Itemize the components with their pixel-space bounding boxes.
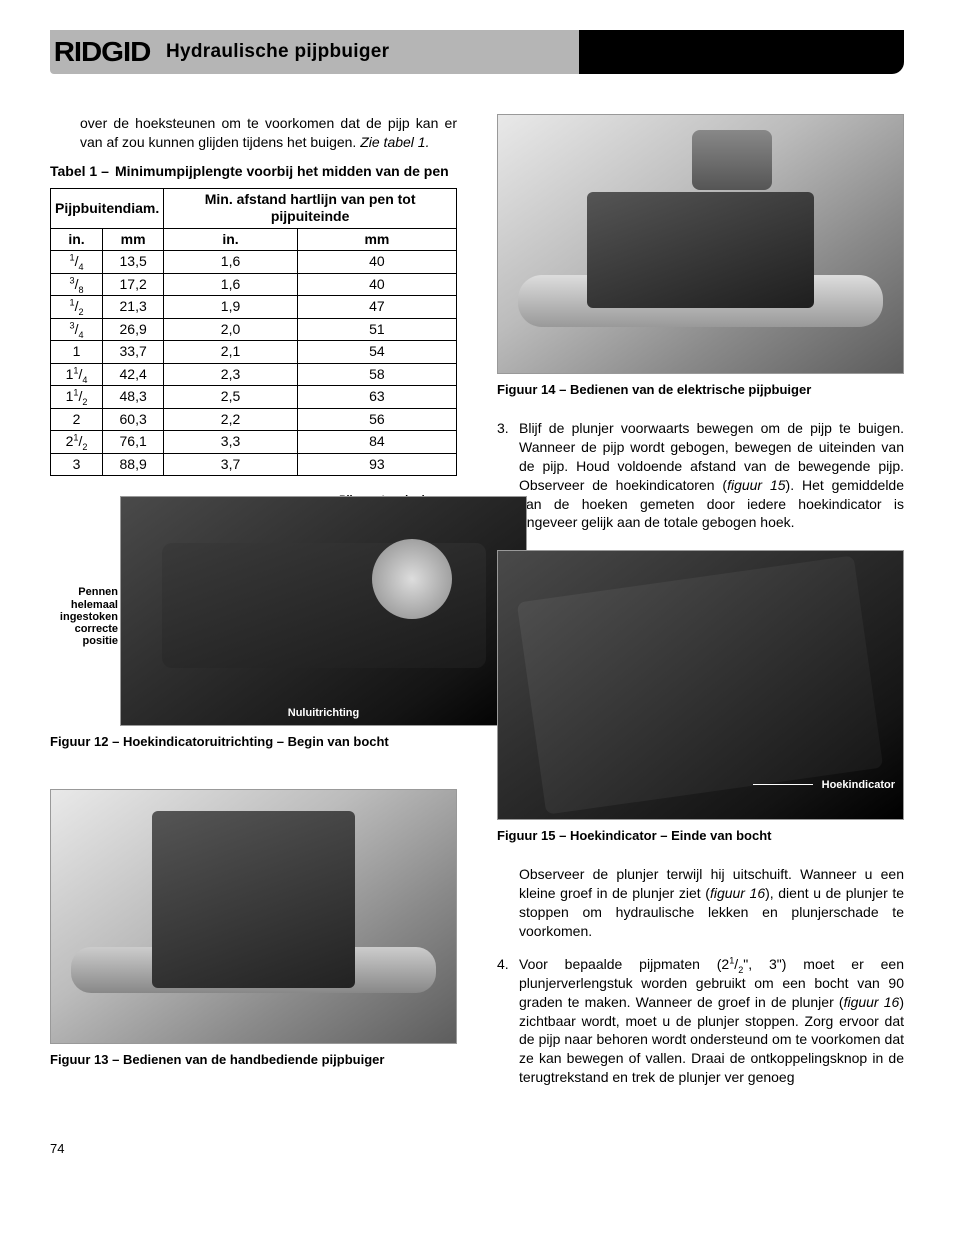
cell-in: 1/2 bbox=[51, 296, 103, 319]
figure-13: Figuur 13 – Bedienen van de handbediende… bbox=[50, 789, 457, 1067]
cell-in2: 3,3 bbox=[164, 431, 298, 454]
cell-in: 2 bbox=[51, 408, 103, 431]
table1-hdr-dist: Min. afstand hartlijn van pen tot pijpui… bbox=[164, 188, 457, 228]
table1-subhdr-3: mm bbox=[297, 228, 456, 251]
figure-15-image: Hoekindicator bbox=[497, 550, 904, 820]
cell-mm1: 88,9 bbox=[103, 453, 164, 476]
right-column: Figuur 14 – Bedienen van de elektrische … bbox=[497, 114, 904, 1101]
cell-mm2: 51 bbox=[297, 318, 456, 341]
fig12-callout-left: Pennen helemaal ingestoken correcte posi… bbox=[46, 586, 118, 646]
figure-14-caption: Figuur 14 – Bedienen van de elektrische … bbox=[497, 382, 904, 397]
cell-in2: 1,6 bbox=[164, 251, 298, 274]
cell-mm1: 13,5 bbox=[103, 251, 164, 274]
step-3-ref: figuur 15 bbox=[727, 477, 785, 493]
cell-in: 1/4 bbox=[51, 251, 103, 274]
step-3: 3. Blijf de plunjer voorwaarts bewegen o… bbox=[497, 419, 904, 532]
intro-ref: Zie tabel 1. bbox=[360, 134, 429, 150]
cell-mm1: 60,3 bbox=[103, 408, 164, 431]
cell-mm1: 21,3 bbox=[103, 296, 164, 319]
cell-in: 11/2 bbox=[51, 386, 103, 409]
figure-14: Figuur 14 – Bedienen van de elektrische … bbox=[497, 114, 904, 397]
table-row: 133,72,154 bbox=[51, 341, 457, 364]
figure-13-image bbox=[50, 789, 457, 1044]
cell-mm2: 54 bbox=[297, 341, 456, 364]
cell-mm2: 40 bbox=[297, 273, 456, 296]
cell-mm1: 76,1 bbox=[103, 431, 164, 454]
cell-mm2: 47 bbox=[297, 296, 456, 319]
header-black-section bbox=[579, 30, 904, 74]
table1-subhdr-1: mm bbox=[103, 228, 164, 251]
table-row: 3/817,21,640 bbox=[51, 273, 457, 296]
page-number: 74 bbox=[50, 1141, 904, 1156]
fig15-callout: Hoekindicator bbox=[822, 779, 895, 791]
step-4-number: 4. bbox=[497, 955, 519, 1087]
table1-title: Tabel 1 – Minimumpijplengte voorbij het … bbox=[50, 162, 457, 180]
table1-subhdr-0: in. bbox=[51, 228, 103, 251]
cell-mm1: 42,4 bbox=[103, 363, 164, 386]
cell-mm2: 40 bbox=[297, 251, 456, 274]
fig12-callout-bottom: Nuluitrichting bbox=[288, 707, 360, 719]
table-row: 11/442,42,358 bbox=[51, 363, 457, 386]
table1-title-text: Minimumpijplengte voorbij het midden van… bbox=[115, 162, 457, 180]
intro-paragraph: over de hoeksteunen om te voorkomen dat … bbox=[80, 114, 457, 152]
table1-hdr-diam: Pijpbuitendiam. bbox=[51, 188, 164, 228]
cell-in2: 1,9 bbox=[164, 296, 298, 319]
table-row: 1/413,51,640 bbox=[51, 251, 457, 274]
document-title: Hydraulische pijpbuiger bbox=[166, 41, 389, 63]
cell-in2: 2,1 bbox=[164, 341, 298, 364]
cell-in: 3/4 bbox=[51, 318, 103, 341]
figure-12: Pijpmaatmarkeringen Nuluitrichting Penne… bbox=[50, 496, 457, 749]
figure-14-image bbox=[497, 114, 904, 374]
cell-in2: 3,7 bbox=[164, 453, 298, 476]
table1-label: Tabel 1 – bbox=[50, 162, 115, 180]
cell-mm2: 84 bbox=[297, 431, 456, 454]
table-row: 11/248,32,563 bbox=[51, 386, 457, 409]
header-grey-section: RIDGID Hydraulische pijpbuiger bbox=[50, 30, 579, 74]
left-column: over de hoeksteunen om te voorkomen dat … bbox=[50, 114, 457, 1101]
cell-mm2: 93 bbox=[297, 453, 456, 476]
observe-paragraph: Observeer de plunjer terwijl hij uitschu… bbox=[519, 865, 904, 941]
figure-15-caption: Figuur 15 – Hoekindicator – Einde van bo… bbox=[497, 828, 904, 843]
cell-in2: 2,3 bbox=[164, 363, 298, 386]
logo: RIDGID bbox=[54, 36, 151, 68]
figure-13-caption: Figuur 13 – Bedienen van de handbediende… bbox=[50, 1052, 457, 1067]
figure-15: Hoekindicator Figuur 15 – Hoekindicator … bbox=[497, 550, 904, 843]
cell-in: 1 bbox=[51, 341, 103, 364]
cell-in2: 2,0 bbox=[164, 318, 298, 341]
cell-mm2: 63 bbox=[297, 386, 456, 409]
cell-in2: 1,6 bbox=[164, 273, 298, 296]
table1-subhdr-2: in. bbox=[164, 228, 298, 251]
cell-in: 3/8 bbox=[51, 273, 103, 296]
cell-mm1: 33,7 bbox=[103, 341, 164, 364]
step-4: 4. Voor bepaalde pijpmaten (21/2", 3") m… bbox=[497, 955, 904, 1087]
cell-in2: 2,2 bbox=[164, 408, 298, 431]
step-4-text-a: Voor bepaalde pijpmaten (2 bbox=[519, 956, 729, 972]
table-row: 3/426,92,051 bbox=[51, 318, 457, 341]
cell-mm1: 48,3 bbox=[103, 386, 164, 409]
figure-12-image: Nuluitrichting bbox=[120, 496, 527, 726]
table-row: 1/221,31,947 bbox=[51, 296, 457, 319]
cell-in2: 2,5 bbox=[164, 386, 298, 409]
step-4-fraction: 1/2 bbox=[729, 956, 743, 972]
table1: Pijpbuitendiam. Min. afstand hartlijn va… bbox=[50, 188, 457, 477]
cell-in: 3 bbox=[51, 453, 103, 476]
cell-in: 11/4 bbox=[51, 363, 103, 386]
table-row: 21/276,13,384 bbox=[51, 431, 457, 454]
cell-mm1: 26,9 bbox=[103, 318, 164, 341]
observe-ref: figuur 16 bbox=[710, 885, 765, 901]
cell-mm2: 58 bbox=[297, 363, 456, 386]
table-row: 260,32,256 bbox=[51, 408, 457, 431]
figure-12-caption: Figuur 12 – Hoekindicatoruitrichting – B… bbox=[50, 734, 457, 749]
header-bar: RIDGID Hydraulische pijpbuiger bbox=[50, 30, 904, 74]
step-4-ref: figuur 16 bbox=[844, 994, 900, 1010]
cell-mm1: 17,2 bbox=[103, 273, 164, 296]
cell-mm2: 56 bbox=[297, 408, 456, 431]
cell-in: 21/2 bbox=[51, 431, 103, 454]
table-row: 388,93,793 bbox=[51, 453, 457, 476]
